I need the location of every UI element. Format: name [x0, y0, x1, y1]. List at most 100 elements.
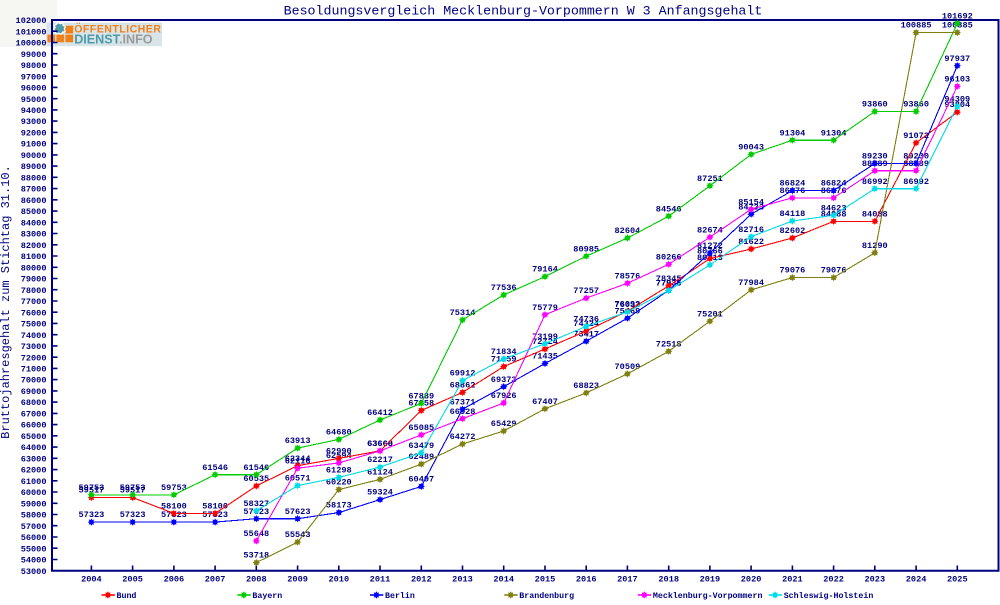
svg-text:70000: 70000	[21, 376, 47, 386]
svg-text:97000: 97000	[21, 72, 47, 82]
svg-text:53000: 53000	[21, 567, 47, 577]
svg-text:2006: 2006	[164, 575, 185, 585]
svg-text:2023: 2023	[864, 575, 885, 585]
svg-text:75314: 75314	[450, 308, 476, 318]
svg-text:2014: 2014	[493, 575, 514, 585]
svg-text:2008: 2008	[246, 575, 267, 585]
svg-text:63479: 63479	[408, 441, 434, 451]
svg-text:90000: 90000	[21, 151, 47, 161]
svg-text:2007: 2007	[205, 575, 226, 585]
svg-text:80266: 80266	[656, 252, 682, 262]
svg-text:75000: 75000	[21, 320, 47, 330]
svg-text:69000: 69000	[21, 387, 47, 397]
svg-text:84546: 84546	[656, 204, 682, 214]
svg-text:79164: 79164	[532, 265, 558, 275]
svg-text:100000: 100000	[16, 39, 47, 49]
svg-text:68823: 68823	[573, 381, 599, 391]
svg-text:59517: 59517	[79, 486, 105, 496]
svg-text:82674: 82674	[697, 225, 723, 235]
svg-text:2005: 2005	[122, 575, 143, 585]
svg-text:67371: 67371	[450, 397, 476, 407]
svg-text:86992: 86992	[862, 177, 888, 187]
svg-text:59753: 59753	[79, 483, 105, 493]
svg-text:59517: 59517	[120, 486, 146, 496]
svg-text:2021: 2021	[782, 575, 803, 585]
svg-text:60220: 60220	[326, 478, 352, 488]
svg-text:82716: 82716	[738, 225, 764, 235]
svg-text:75779: 75779	[532, 303, 558, 313]
svg-text:61000: 61000	[21, 477, 47, 487]
svg-text:77000: 77000	[21, 297, 47, 307]
svg-text:62489: 62489	[408, 452, 434, 462]
svg-text:61298: 61298	[326, 466, 352, 476]
svg-text:62217: 62217	[367, 455, 393, 465]
svg-text:65085: 65085	[408, 423, 434, 433]
svg-text:79076: 79076	[780, 266, 806, 276]
svg-text:55543: 55543	[285, 530, 311, 540]
svg-text:65000: 65000	[21, 432, 47, 442]
svg-text:71000: 71000	[21, 365, 47, 375]
svg-text:82604: 82604	[615, 226, 641, 236]
svg-text:2009: 2009	[287, 575, 308, 585]
svg-text:82602: 82602	[780, 226, 806, 236]
svg-text:66412: 66412	[367, 408, 393, 418]
svg-text:67407: 67407	[532, 397, 558, 407]
svg-text:58100: 58100	[161, 502, 187, 512]
svg-text:2019: 2019	[700, 575, 721, 585]
svg-text:73199: 73199	[532, 332, 558, 342]
svg-text:63913: 63913	[285, 436, 311, 446]
svg-text:86824: 86824	[821, 179, 847, 189]
svg-text:57000: 57000	[21, 522, 47, 532]
svg-text:78576: 78576	[615, 271, 641, 281]
svg-text:85154: 85154	[738, 197, 764, 207]
svg-text:2017: 2017	[617, 575, 638, 585]
svg-text:93000: 93000	[21, 117, 47, 127]
svg-text:2020: 2020	[741, 575, 762, 585]
svg-text:57623: 57623	[285, 507, 311, 517]
svg-text:77536: 77536	[491, 283, 517, 293]
svg-text:Besoldungsvergleich Mecklenbur: Besoldungsvergleich Mecklenburg-Vorpomme…	[284, 4, 763, 19]
svg-text:63668: 63668	[367, 439, 393, 449]
svg-text:Mecklenburg-Vorpommern: Mecklenburg-Vorpommern	[653, 591, 763, 600]
svg-text:84623: 84623	[821, 203, 847, 213]
svg-text:78345: 78345	[656, 274, 682, 284]
svg-text:58100: 58100	[202, 502, 228, 512]
svg-text:95000: 95000	[21, 95, 47, 105]
svg-text:84088: 84088	[862, 209, 888, 219]
svg-text:2004: 2004	[81, 575, 102, 585]
svg-text:67889: 67889	[408, 392, 434, 402]
svg-text:75201: 75201	[697, 309, 723, 319]
svg-text:68862: 68862	[450, 381, 476, 391]
svg-text:60571: 60571	[285, 474, 311, 484]
svg-text:61124: 61124	[367, 468, 393, 478]
svg-text:69373: 69373	[491, 375, 517, 385]
svg-text:77984: 77984	[738, 278, 764, 288]
svg-text:86992: 86992	[903, 177, 929, 187]
svg-text:74736: 74736	[573, 315, 599, 325]
svg-text:67926: 67926	[491, 391, 517, 401]
svg-text:57323: 57323	[120, 510, 146, 520]
svg-text:89230: 89230	[903, 152, 929, 162]
svg-text:69912: 69912	[450, 369, 476, 379]
svg-text:73000: 73000	[21, 342, 47, 352]
svg-text:60535: 60535	[243, 474, 269, 484]
svg-text:81622: 81622	[738, 237, 764, 247]
svg-text:90043: 90043	[738, 143, 764, 153]
svg-text:93860: 93860	[903, 100, 929, 110]
svg-text:86000: 86000	[21, 196, 47, 206]
svg-text:2012: 2012	[411, 575, 432, 585]
svg-text:74000: 74000	[21, 331, 47, 341]
svg-text:97937: 97937	[944, 54, 970, 64]
svg-text:60000: 60000	[21, 488, 47, 498]
svg-text:93860: 93860	[862, 100, 888, 110]
svg-text:85000: 85000	[21, 207, 47, 217]
svg-text:58327: 58327	[243, 499, 269, 509]
svg-text:76000: 76000	[21, 308, 47, 318]
svg-text:57323: 57323	[79, 510, 105, 520]
svg-text:89230: 89230	[862, 152, 888, 162]
svg-text:Schleswig-Holstein: Schleswig-Holstein	[784, 591, 874, 600]
svg-text:2013: 2013	[452, 575, 473, 585]
svg-text:62000: 62000	[21, 466, 47, 476]
svg-text:92000: 92000	[21, 129, 47, 139]
svg-text:76092: 76092	[615, 299, 641, 309]
